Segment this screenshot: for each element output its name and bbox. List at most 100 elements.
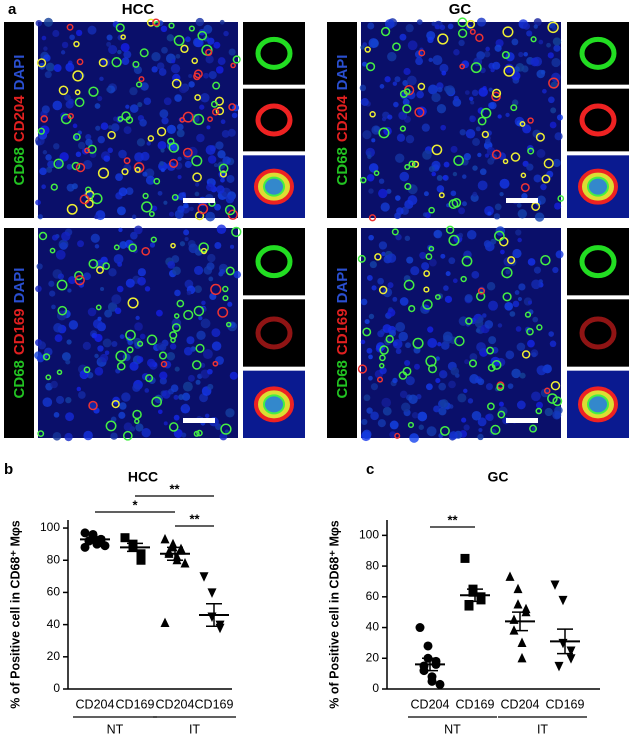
- nucleus: [362, 429, 372, 440]
- nucleus: [94, 333, 103, 343]
- nucleus: [485, 414, 492, 421]
- cell: [378, 285, 388, 295]
- nucleus: [133, 65, 143, 75]
- cell: [74, 89, 81, 96]
- nucleus: [174, 209, 184, 219]
- data-point: [566, 654, 576, 664]
- nucleus: [514, 290, 520, 295]
- nucleus: [443, 161, 450, 168]
- nucleus: [499, 192, 504, 197]
- nucleus: [125, 104, 130, 109]
- data-point: [176, 545, 186, 555]
- cell: [152, 18, 160, 27]
- nucleus: [41, 184, 46, 190]
- nucleus: [494, 203, 502, 211]
- nucleus: [360, 45, 365, 50]
- row-label-part: CD68: [334, 360, 351, 398]
- nucleus: [87, 25, 97, 35]
- nucleus: [215, 356, 224, 365]
- nucleus: [53, 64, 62, 72]
- nucleus: [428, 165, 435, 173]
- nucleus: [435, 377, 441, 384]
- cell: [85, 186, 92, 193]
- nucleus: [42, 397, 53, 408]
- nucleus: [402, 98, 410, 106]
- cell: [88, 258, 99, 269]
- nucleus: [182, 403, 189, 410]
- nucleus: [182, 381, 193, 392]
- chart-title: GC: [488, 469, 509, 485]
- data-point: [199, 572, 209, 582]
- nucleus: [178, 394, 184, 400]
- nucleus: [427, 338, 438, 348]
- nucleus: [205, 55, 214, 64]
- nucleus: [394, 212, 401, 220]
- cell: [79, 194, 90, 205]
- nucleus: [450, 145, 458, 153]
- inset: [567, 228, 629, 296]
- nucleus: [215, 66, 224, 74]
- nucleus: [211, 328, 221, 338]
- cell: [135, 81, 143, 88]
- cell: [150, 236, 157, 243]
- nucleus: [511, 71, 521, 81]
- nucleus: [157, 409, 163, 415]
- cell: [521, 350, 531, 359]
- data-point: [207, 612, 217, 622]
- nucleus: [487, 157, 495, 165]
- cell: [394, 432, 401, 439]
- nucleus: [52, 431, 62, 441]
- significance-label: **: [189, 511, 200, 526]
- nucleus: [177, 156, 182, 161]
- nucleus: [139, 333, 146, 340]
- nucleus: [526, 30, 533, 37]
- nucleus: [214, 242, 222, 249]
- cell: [196, 429, 203, 437]
- row-label: CD68 CD204 DAPI: [334, 55, 351, 186]
- inset-cell: [255, 103, 293, 137]
- cell: [107, 130, 116, 140]
- cell: [480, 107, 492, 119]
- nucleus: [185, 36, 191, 43]
- nucleus: [497, 323, 503, 328]
- nucleus: [534, 212, 545, 222]
- nucleus: [459, 129, 466, 136]
- nucleus: [367, 22, 375, 30]
- nucleus: [200, 318, 211, 329]
- nucleus: [174, 289, 181, 297]
- data-point: [566, 646, 576, 656]
- nucleus: [409, 433, 419, 443]
- nucleus: [183, 346, 193, 356]
- nucleus: [35, 285, 42, 293]
- nucleus: [469, 374, 479, 384]
- cell: [212, 360, 219, 367]
- nucleus: [203, 24, 213, 34]
- x-tick-label: CD204: [501, 697, 540, 711]
- nucleus: [205, 145, 216, 155]
- nucleus: [394, 153, 405, 163]
- cell: [454, 335, 465, 347]
- cell: [222, 295, 229, 302]
- nucleus: [200, 93, 210, 103]
- y-tick-label: 20: [47, 649, 61, 663]
- nucleus: [108, 268, 117, 277]
- nucleus: [536, 401, 543, 409]
- cell: [176, 299, 185, 308]
- cell: [183, 309, 194, 321]
- cell: [448, 234, 460, 246]
- inset: [243, 228, 305, 296]
- cell: [530, 36, 537, 43]
- nucleus: [116, 285, 124, 293]
- cell: [527, 147, 535, 155]
- nucleus: [492, 61, 501, 70]
- nucleus: [53, 323, 63, 333]
- nucleus: [399, 390, 408, 399]
- cell: [145, 374, 154, 383]
- cell: [98, 58, 108, 68]
- nucleus: [71, 183, 78, 190]
- data-point: [120, 533, 130, 543]
- nucleus: [533, 18, 542, 27]
- nucleus: [505, 112, 510, 118]
- cell: [428, 245, 435, 252]
- nucleus: [121, 392, 131, 402]
